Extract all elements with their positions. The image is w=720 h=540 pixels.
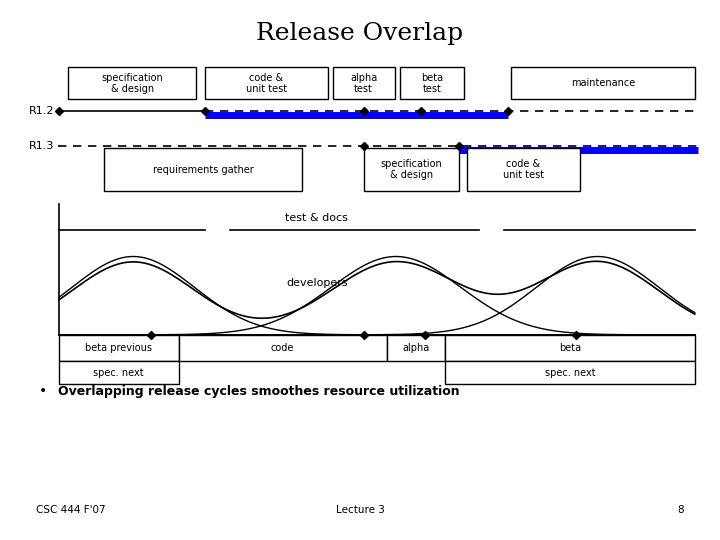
Text: CSC 444 F'07: CSC 444 F'07 xyxy=(36,505,106,515)
Text: specification
& design: specification & design xyxy=(102,73,163,94)
Bar xyxy=(445,335,695,361)
Bar xyxy=(511,68,695,99)
Text: spec. next: spec. next xyxy=(94,368,144,377)
Text: Overlapping release cycles smoothes resource utilization: Overlapping release cycles smoothes reso… xyxy=(58,385,459,398)
Text: beta: beta xyxy=(559,343,581,353)
Bar xyxy=(104,148,302,191)
Text: specification
& design: specification & design xyxy=(381,159,442,180)
Text: developers: developers xyxy=(286,279,348,288)
Text: requirements gather: requirements gather xyxy=(153,165,253,174)
Text: •: • xyxy=(39,384,48,399)
Text: alpha
test: alpha test xyxy=(350,73,377,94)
Text: 8: 8 xyxy=(678,505,684,515)
Text: code: code xyxy=(271,343,294,353)
Text: Lecture 3: Lecture 3 xyxy=(336,505,384,515)
Text: Release Overlap: Release Overlap xyxy=(256,22,464,45)
Bar xyxy=(179,335,387,361)
Text: beta previous: beta previous xyxy=(85,343,153,353)
Bar xyxy=(364,148,459,191)
Bar xyxy=(205,68,328,99)
Text: test & docs: test & docs xyxy=(285,213,348,223)
Text: code &
unit test: code & unit test xyxy=(246,73,287,94)
Text: beta
test: beta test xyxy=(421,73,443,94)
Text: maintenance: maintenance xyxy=(571,78,635,89)
Bar xyxy=(467,148,580,191)
Bar xyxy=(333,68,395,99)
Text: R1.3: R1.3 xyxy=(29,141,54,151)
Text: spec. next: spec. next xyxy=(544,368,595,377)
Bar xyxy=(59,335,179,361)
Bar xyxy=(400,68,464,99)
Bar xyxy=(59,361,179,384)
Bar xyxy=(445,361,695,384)
Text: R1.2: R1.2 xyxy=(29,106,54,116)
Text: code &
unit test: code & unit test xyxy=(503,159,544,180)
Text: alpha: alpha xyxy=(402,343,429,353)
Bar xyxy=(68,68,196,99)
Bar xyxy=(387,335,445,361)
